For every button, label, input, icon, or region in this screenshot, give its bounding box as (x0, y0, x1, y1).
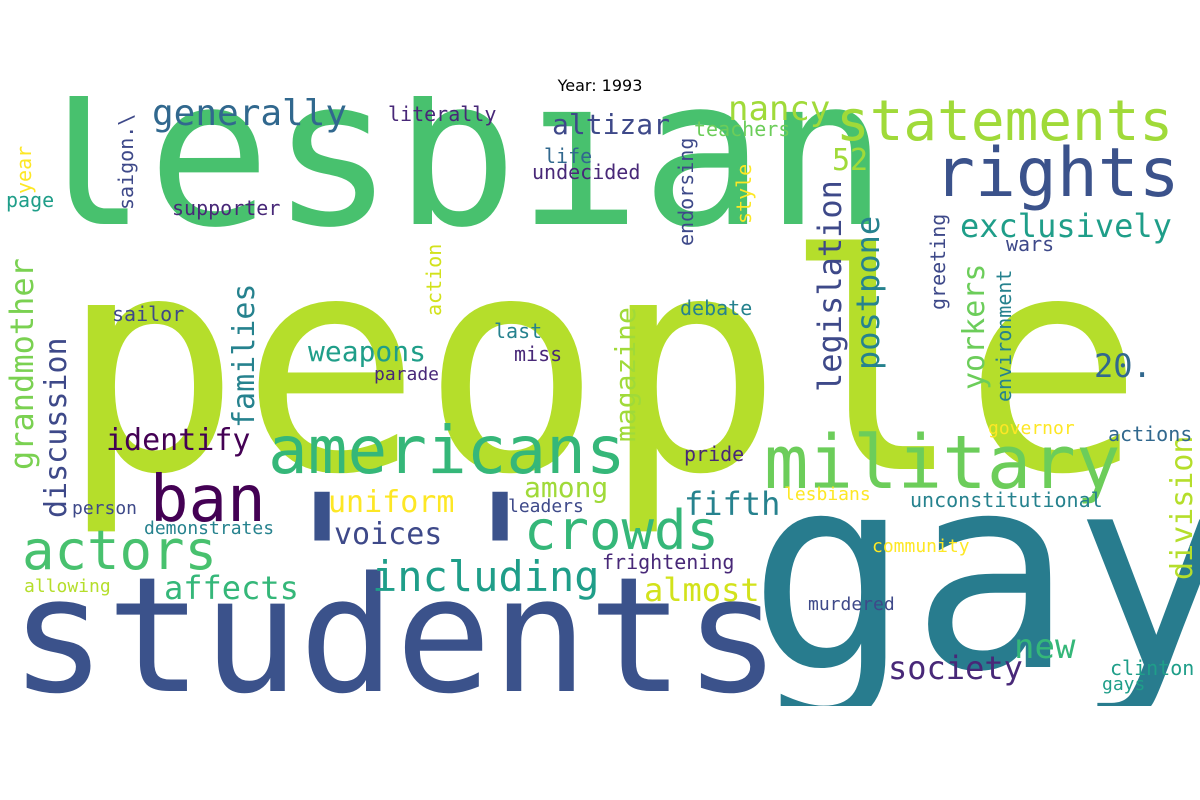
word-gays: gays (1102, 674, 1146, 695)
word-crowds: crowds (524, 499, 720, 562)
word-rights: rights (934, 134, 1180, 213)
word-apostrophe-2: ' (446, 457, 555, 666)
word-actors: actors (22, 519, 218, 582)
word-postpone: postpone (849, 215, 887, 370)
word-families: families (227, 283, 262, 429)
word-almost: almost (644, 571, 760, 609)
word-miss: miss (514, 342, 563, 366)
word-20: 20. (1094, 347, 1152, 385)
word-grandmother: grandmother (3, 258, 41, 470)
word-gay: gay (748, 416, 1200, 707)
word-statements: statements (836, 96, 1174, 154)
word-ban: ban (150, 463, 266, 537)
word-last: last (494, 319, 543, 343)
word-endorsing: endorsing (674, 137, 698, 246)
word-nancy: nancy (728, 96, 831, 129)
word-supporter: supporter (172, 196, 281, 220)
word-wars: wars (1006, 232, 1055, 256)
word-allowing: allowing (24, 576, 111, 597)
word-fifth: fifth (684, 485, 781, 523)
word-exclusively: exclusively (960, 207, 1172, 245)
word-magazine: magazine (609, 307, 642, 442)
word-legislation: legislation (811, 180, 849, 392)
word-leaders: leaders (508, 496, 584, 517)
word-society: society (888, 649, 1023, 687)
word-weapons: weapons (308, 335, 427, 368)
word-debate: debate (680, 296, 753, 320)
word-greeting: greeting (926, 213, 950, 310)
word-clinton: clinton (1110, 656, 1195, 680)
word-sailor: sailor (112, 302, 185, 326)
word-saigon: saigon.\ (114, 113, 138, 210)
word-lesbian: lesbian (24, 96, 888, 273)
word-among: among (524, 471, 609, 504)
word-people: people (60, 191, 1144, 540)
word-actions: actions (1108, 422, 1193, 446)
word-style: style (732, 163, 756, 224)
word-person: person (72, 498, 138, 519)
word-division: division (1165, 435, 1200, 581)
word-governor: governor (988, 418, 1075, 439)
word-cloud: people lesbian students gay ' ' statemen… (0, 96, 1200, 706)
word-americans: americans (268, 412, 626, 489)
word-murdered: murdered (808, 594, 895, 615)
word-voices: voices (334, 517, 443, 552)
word-generally: generally (152, 96, 348, 134)
word-52: 52 (832, 143, 869, 178)
word-action: action (422, 243, 446, 316)
word-pride: pride (684, 442, 745, 466)
word-life: life (544, 144, 593, 168)
word-affects: affects (164, 569, 299, 607)
word-frightening: frightening (602, 550, 735, 574)
word-military: military (764, 420, 1121, 506)
word-demonstrates: demonstrates (144, 518, 275, 539)
word-students: students (10, 542, 781, 707)
word-including: including (372, 552, 600, 601)
word-altizar: altizar (552, 108, 671, 141)
word-undecided: undecided (532, 160, 641, 184)
word-page: page (6, 188, 55, 212)
word-teachers: teachers (694, 117, 791, 141)
word-identify: identify (106, 423, 251, 458)
word-discussion: discussion (39, 337, 74, 518)
word-lesbians: lesbians (784, 484, 871, 505)
word-unconstitutional: unconstitutional (910, 488, 1103, 512)
word-yorkers: yorkers (957, 263, 992, 390)
word-community: community (872, 536, 970, 557)
word-uniform: uniform (328, 485, 455, 520)
word-new: new (1014, 627, 1076, 667)
chart-title: Year: 1993 (557, 76, 643, 95)
word-literally: literally (388, 102, 497, 126)
word-parade: parade (374, 364, 440, 385)
word-year: year (12, 145, 36, 194)
word-environment: environment (992, 269, 1016, 402)
word-apostrophe-1: ' (268, 457, 377, 666)
